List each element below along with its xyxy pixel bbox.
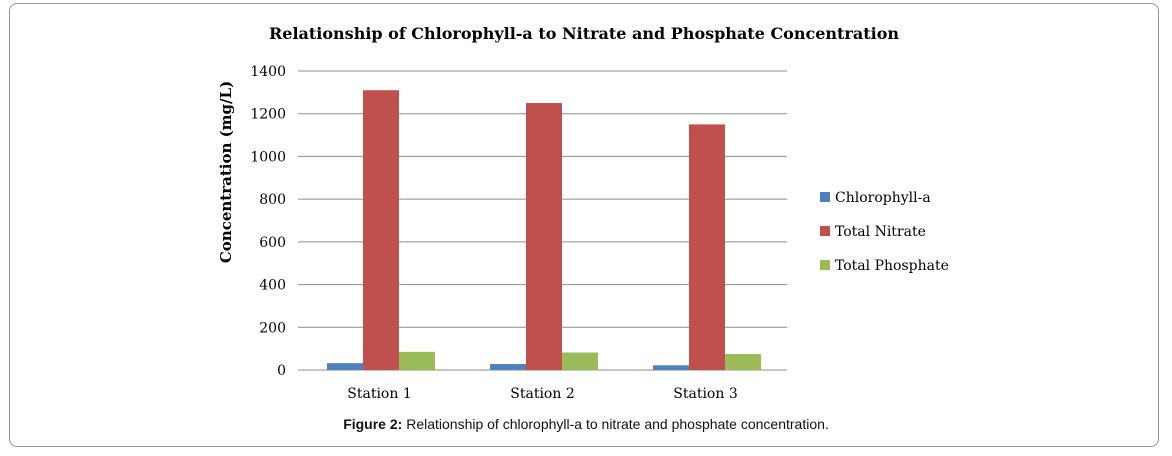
bar-total-nitrate-2: [526, 103, 562, 371]
y-tick-labels: 0 200 400 600 800 1000 1200 1400: [250, 64, 286, 379]
legend-swatch: [820, 260, 830, 270]
bar-chlorophyll-a-3: [653, 365, 689, 370]
legend: Chlorophyll-a Total Nitrate Total Phosphat…: [820, 190, 949, 274]
figure-frame: [9, 3, 1159, 447]
caption-label: Figure 2:: [343, 416, 403, 432]
bar-chlorophyll-a-2: [490, 364, 526, 370]
y-tick-label: 1400: [250, 64, 286, 80]
y-tick-label: 400: [259, 278, 286, 294]
bar-total-phosphate-1: [399, 351, 435, 370]
y-axis-label: Concentration (mg/L): [217, 81, 235, 263]
y-tick-label: 0: [277, 363, 286, 379]
bar-chlorophyll-a-1: [327, 363, 363, 370]
x-tick-label: Station 3: [673, 386, 737, 402]
y-tick-label: 1200: [250, 107, 286, 123]
bars: [327, 90, 761, 371]
x-tick-label: Station 2: [510, 386, 574, 402]
bar-total-nitrate-1: [363, 90, 399, 370]
legend-swatch: [820, 226, 830, 236]
figure-caption: Figure 2: Relationship of chlorophyll-a …: [0, 416, 1172, 432]
bar-chart: Relationship of Chlorophyll-a to Nitrate…: [217, 24, 949, 402]
category-labels: Station 1 Station 2 Station 3: [347, 386, 737, 402]
bar-total-nitrate-3: [689, 124, 725, 371]
legend-label: Total Nitrate: [835, 224, 926, 240]
y-tick-label: 1000: [250, 149, 286, 165]
caption-text: Relationship of chlorophyll-a to nitrate…: [402, 416, 829, 432]
chart-title: Relationship of Chlorophyll-a to Nitrate…: [269, 24, 899, 43]
y-tick-label: 200: [259, 320, 286, 336]
bar-total-phosphate-2: [562, 352, 598, 370]
legend-swatch: [820, 192, 830, 202]
y-tick-label: 800: [259, 192, 286, 208]
x-tick-label: Station 1: [347, 386, 411, 402]
legend-label: Total Phosphate: [835, 258, 949, 274]
bar-total-phosphate-3: [725, 353, 761, 370]
y-tick-label: 600: [259, 235, 286, 251]
legend-label: Chlorophyll-a: [835, 190, 931, 206]
